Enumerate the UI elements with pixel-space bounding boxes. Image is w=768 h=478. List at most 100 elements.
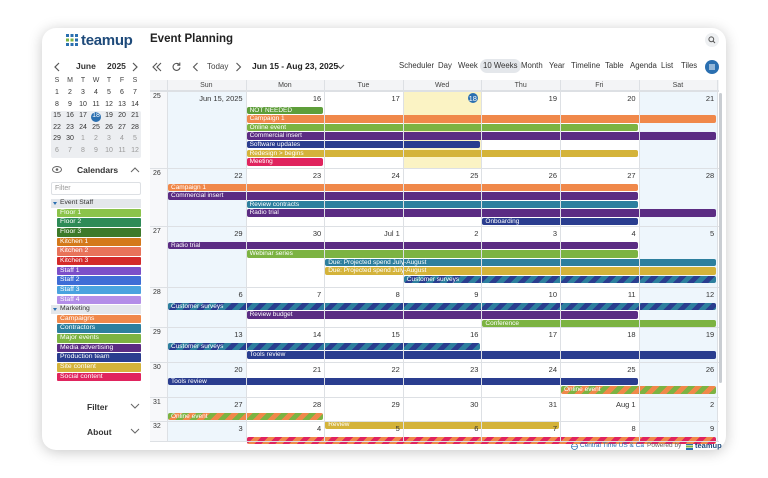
mini-date[interactable]: 12 — [131, 147, 139, 154]
day-number[interactable]: 17 — [391, 93, 400, 103]
day-number[interactable]: 9 — [710, 423, 715, 433]
mini-date[interactable]: 6 — [55, 147, 59, 154]
calendar-item[interactable]: Staff 3 — [57, 285, 141, 295]
event-bar[interactable]: Due: Projected spend July-August — [325, 258, 717, 267]
view-tab[interactable]: Tiles — [681, 61, 698, 70]
day-number[interactable]: 8 — [395, 289, 400, 299]
day-number[interactable]: 9 — [474, 289, 479, 299]
today-button[interactable]: Today — [207, 62, 229, 71]
mini-date[interactable]: 25 — [92, 124, 100, 131]
day-number[interactable]: 15 — [391, 329, 400, 339]
calendar-item[interactable]: Contractors — [57, 324, 141, 334]
view-tab[interactable]: List — [661, 61, 674, 70]
day-number[interactable]: Jul 1 — [383, 228, 400, 238]
mini-date[interactable]: 26 — [105, 124, 113, 131]
view-tab[interactable]: Year — [549, 61, 565, 70]
mini-date[interactable]: 14 — [131, 101, 139, 108]
mini-date[interactable]: 4 — [120, 135, 124, 142]
mini-date[interactable]: 22 — [53, 124, 61, 131]
sidebar-link[interactable]: About — [87, 427, 112, 437]
view-tab[interactable]: Scheduler — [399, 61, 435, 70]
day-number[interactable]: 12 — [705, 289, 715, 299]
next-month[interactable] — [132, 62, 138, 72]
day-number[interactable]: 8 — [631, 423, 636, 433]
calendar-item[interactable]: Kitchen 3 — [57, 256, 141, 266]
calendar-item[interactable]: Staff 2 — [57, 276, 141, 285]
mini-date[interactable]: 1 — [55, 89, 59, 96]
mini-date[interactable]: 9 — [68, 101, 72, 108]
calendar-item[interactable]: Site content — [57, 363, 141, 372]
calendar-item[interactable]: Social content — [57, 372, 141, 382]
scrollbar[interactable] — [719, 93, 722, 383]
calendar-item[interactable]: Kitchen 1 — [57, 237, 141, 247]
mini-date[interactable]: 7 — [133, 89, 137, 96]
day-number[interactable]: 27 — [234, 399, 243, 409]
day-number[interactable]: 23 — [470, 364, 479, 374]
day-number[interactable]: 10 — [548, 289, 557, 299]
mini-date[interactable]: 29 — [53, 135, 61, 142]
mini-date[interactable]: 27 — [118, 124, 126, 131]
mini-date[interactable]: 28 — [131, 124, 139, 131]
event-bar[interactable]: Webinar series — [246, 250, 638, 258]
day-number[interactable]: 19 — [705, 329, 715, 339]
view-tab[interactable]: Week — [458, 61, 478, 70]
event-bar[interactable]: Due: Projected spend July-August — [325, 267, 717, 275]
filter-input[interactable]: Filter — [51, 182, 141, 195]
event-bar[interactable]: Onboarding — [482, 217, 638, 226]
day-number[interactable]: 7 — [317, 289, 322, 299]
mini-date[interactable]: 10 — [79, 101, 87, 108]
calendar-group[interactable]: Event Staff — [51, 199, 141, 208]
day-number[interactable]: 5 — [395, 423, 400, 433]
mini-date[interactable]: 15 — [53, 112, 61, 119]
day-number[interactable]: 3 — [238, 423, 243, 433]
day-number[interactable]: 16 — [470, 329, 479, 339]
calendar-item[interactable]: Floor 2 — [57, 218, 141, 227]
sidebar-link[interactable]: Filter — [87, 402, 108, 412]
mini-date[interactable]: 17 — [79, 112, 87, 119]
day-number[interactable]: Jun 15, 2025 — [199, 93, 243, 103]
mini-date[interactable]: 21 — [131, 112, 139, 119]
menu-button[interactable] — [705, 60, 719, 74]
mini-date[interactable]: 9 — [94, 147, 98, 154]
event-bar[interactable]: Review — [325, 421, 559, 429]
prev-range[interactable] — [192, 62, 198, 72]
day-number[interactable]: Aug 1 — [616, 399, 636, 409]
day-number[interactable]: 13 — [234, 329, 243, 339]
range-dropdown[interactable] — [336, 64, 345, 70]
day-number[interactable]: 27 — [627, 170, 636, 180]
mini-date[interactable]: 30 — [66, 135, 74, 142]
day-number[interactable]: 14 — [312, 329, 322, 339]
event-bar[interactable]: Conference — [482, 319, 717, 328]
day-number[interactable]: 20 — [627, 93, 636, 103]
date-range[interactable]: Jun 15 - Aug 23, 2025 — [252, 61, 339, 71]
calendar-item[interactable]: Major events — [57, 334, 141, 343]
day-number[interactable]: 18 — [468, 93, 477, 103]
day-number[interactable]: 30 — [312, 228, 322, 238]
view-tab[interactable]: Day — [438, 61, 452, 70]
day-number[interactable]: 20 — [234, 364, 243, 374]
calendar-item[interactable]: Floor 3 — [57, 227, 141, 237]
day-number[interactable]: 24 — [391, 170, 400, 180]
day-number[interactable]: 21 — [312, 364, 322, 374]
day-number[interactable]: 25 — [627, 364, 636, 374]
mini-date[interactable]: 11 — [118, 147, 126, 154]
mini-date[interactable]: 12 — [105, 101, 113, 108]
day-number[interactable]: 2 — [474, 228, 479, 238]
calendar-item[interactable]: Media advertising — [57, 343, 141, 353]
day-number[interactable]: 28 — [705, 170, 715, 180]
view-tab[interactable]: Table — [605, 61, 624, 70]
view-tab[interactable]: Agenda — [630, 61, 657, 70]
day-number[interactable]: 11 — [627, 289, 636, 299]
eye-icon[interactable] — [52, 166, 62, 173]
mini-date[interactable]: 5 — [133, 135, 137, 142]
collapse-icon[interactable] — [130, 167, 140, 173]
day-number[interactable]: 4 — [631, 228, 636, 238]
day-number[interactable]: 28 — [312, 399, 322, 409]
expand-about[interactable] — [130, 428, 140, 434]
day-number[interactable]: 5 — [710, 228, 715, 238]
event-bar[interactable]: Review budget — [246, 311, 638, 319]
mini-date[interactable]: 2 — [94, 135, 98, 142]
event-bar[interactable]: Software updates — [246, 140, 481, 149]
prev-month[interactable] — [54, 62, 60, 72]
calendar-item[interactable]: Kitchen 2 — [57, 247, 141, 256]
